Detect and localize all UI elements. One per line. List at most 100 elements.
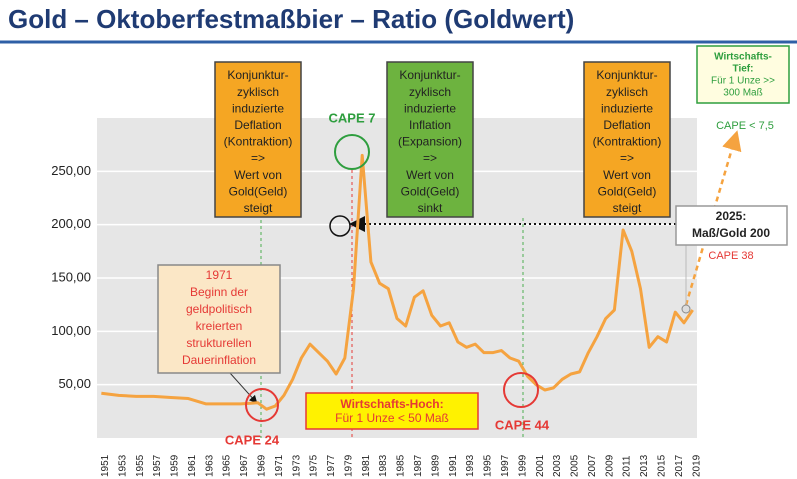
annotation-text: Wert von	[603, 168, 651, 182]
x-tick-label: 1999	[517, 454, 528, 477]
annotation-text: Konjunktur-	[227, 68, 288, 82]
x-tick-label: 1983	[378, 454, 389, 477]
annotation-text: zyklisch	[606, 85, 648, 99]
annotation-box	[157, 264, 281, 374]
x-tick-label: 1965	[222, 454, 233, 477]
x-tick-label: 1955	[135, 454, 146, 477]
x-tick-label: 2001	[535, 454, 546, 477]
x-tick-label: 2007	[587, 454, 598, 477]
x-tick-label: 2011	[622, 455, 633, 477]
y-tick-label: 100,00	[51, 323, 91, 338]
annotation-text: (Kontraktion)	[224, 135, 293, 149]
annotation-text: zyklisch	[409, 85, 451, 99]
annotation-text: CAPE < 7,5	[716, 120, 774, 132]
decorations	[229, 130, 742, 438]
overlays	[245, 134, 691, 422]
annotation-text: 300 Maß	[723, 88, 762, 99]
projection	[684, 130, 742, 306]
annotation-box	[214, 61, 302, 218]
x-tick-label: 1981	[361, 454, 372, 477]
highlight-circle	[334, 134, 370, 170]
x-tick-label: 1967	[239, 454, 250, 477]
annotation-text: induzierte	[601, 101, 653, 115]
x-tick-label: 1977	[326, 454, 337, 477]
x-tick-label: 2015	[657, 454, 668, 477]
annotation-text: =>	[620, 151, 634, 165]
x-tick-label: 1973	[291, 454, 302, 477]
annotation-text: steigt	[244, 201, 273, 215]
annotation-text: 2025:	[716, 209, 747, 223]
highlight-circle	[503, 372, 539, 408]
annotation-box	[583, 61, 671, 218]
x-tick-label: 1991	[448, 454, 459, 477]
x-tick-label: 1975	[309, 454, 320, 477]
annotation-text: CAPE 24	[225, 432, 280, 447]
highlight-circle	[329, 215, 351, 237]
annotation-text: Wert von	[406, 168, 454, 182]
annotation-text: Inflation	[409, 118, 451, 132]
annotation-text: Wirtschafts-	[714, 52, 772, 63]
annotation-text: Deflation	[234, 118, 281, 132]
x-tick-label: 1989	[430, 454, 441, 477]
annotation-text: Gold(Geld)	[229, 184, 288, 198]
x-tick-label: 2019	[691, 454, 702, 477]
annotation-text: Dauerinflation	[182, 353, 256, 367]
x-tick-label: 1969	[257, 454, 268, 477]
annotation-text: CAPE 7	[329, 110, 376, 125]
annotation-text: Deflation	[603, 118, 650, 132]
x-tick-label: 1951	[100, 454, 111, 477]
x-tick-label: 1993	[465, 454, 476, 477]
annotation-text: Für 1 Unze >>	[711, 76, 775, 87]
x-tick-label: 1961	[187, 454, 198, 477]
annotation-text: Wirtschafts-Hoch:	[340, 397, 443, 411]
annotation-text: Beginn der	[190, 285, 248, 299]
annotation-text: Tief:	[733, 64, 754, 75]
x-tick-label: 1963	[204, 454, 215, 477]
y-tick-label: 50,00	[58, 376, 91, 391]
annotation-text: zyklisch	[237, 85, 279, 99]
x-tick-label: 1957	[152, 454, 163, 477]
x-tick-label: 1985	[396, 454, 407, 477]
annotation-text: CAPE 38	[708, 250, 753, 262]
annotation-text: CAPE 44	[495, 417, 550, 432]
annotation-box	[675, 205, 788, 246]
annotation-text: Gold(Geld)	[401, 184, 460, 198]
annotation-text: 1971	[206, 268, 233, 282]
annotation-text: =>	[423, 151, 437, 165]
annotation-text: steigt	[613, 201, 642, 215]
annotation-text: Konjunktur-	[596, 68, 657, 82]
arrow	[229, 372, 258, 404]
y-tick-label: 200,00	[51, 216, 91, 231]
x-tick-label: 1953	[117, 454, 128, 477]
annotation-box	[386, 61, 474, 218]
annotation-box	[696, 45, 790, 104]
x-tick-label: 1997	[500, 454, 511, 477]
x-tick-label: 2003	[552, 454, 563, 477]
chart-title: Gold – Oktoberfestmaßbier – Ratio (Goldw…	[8, 4, 574, 34]
annotation-text: (Expansion)	[398, 135, 462, 149]
annotation-text: Für 1 Unze < 50 Maß	[335, 411, 449, 425]
annotation-text: geldpolitisch	[186, 302, 252, 316]
x-tick-label: 1979	[343, 454, 354, 477]
y-tick-label: 150,00	[51, 269, 91, 284]
x-tick-label: 2009	[604, 454, 615, 477]
annotation-text: sinkt	[418, 201, 443, 215]
x-tick-label: 2013	[639, 454, 650, 477]
x-tick-label: 1995	[483, 454, 494, 477]
x-tick-label: 2017	[674, 454, 685, 477]
annotation-text: (Kontraktion)	[593, 135, 662, 149]
x-tick-label: 2005	[570, 454, 581, 477]
y-tick-label: 250,00	[51, 163, 91, 178]
x-tick-label: 1971	[274, 454, 285, 477]
highlight-circle	[245, 388, 279, 422]
annotation-text: induzierte	[404, 101, 456, 115]
line	[101, 153, 694, 411]
annotation-text: Konjunktur-	[399, 68, 460, 82]
annotation-text: induzierte	[232, 101, 284, 115]
annotation-box	[305, 392, 479, 430]
end-point	[681, 304, 691, 314]
annotation-text: Gold(Geld)	[598, 184, 657, 198]
annotation-text: strukturellen	[186, 336, 251, 350]
x-tick-label: 1959	[170, 454, 181, 477]
